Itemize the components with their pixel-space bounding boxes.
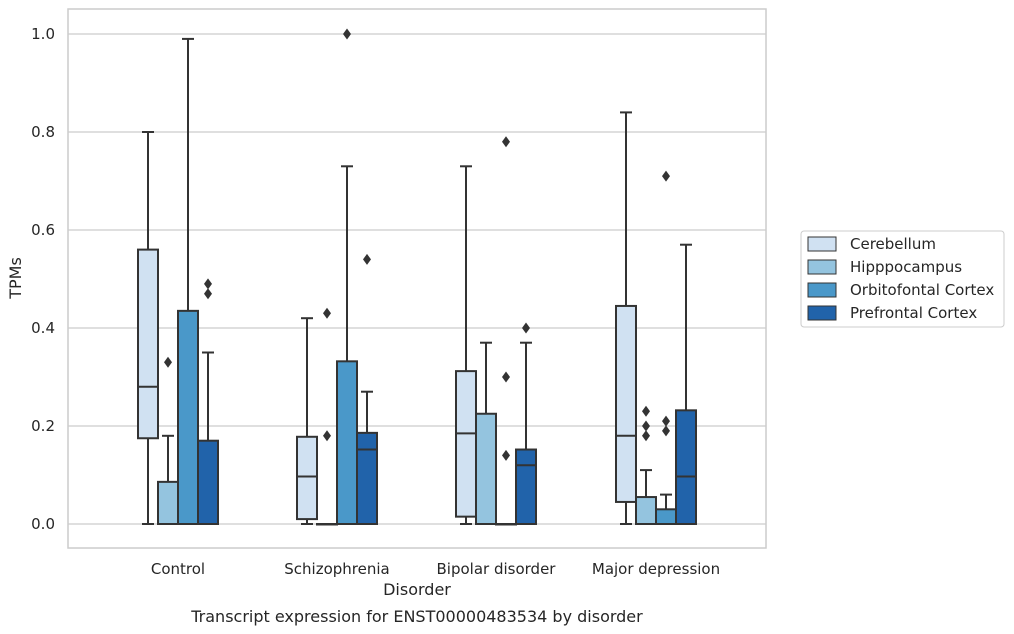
outlier-point bbox=[642, 420, 650, 432]
legend-label: Hipppocampus bbox=[850, 258, 962, 276]
box-iqr bbox=[336, 360, 358, 525]
y-axis-label: TPMs bbox=[6, 257, 25, 300]
box-iqr bbox=[455, 370, 477, 518]
box-group bbox=[675, 243, 697, 526]
outlier-point bbox=[343, 28, 351, 40]
x-tick-labels: Control Schizophrenia Bipolar disorder Majo… bbox=[151, 560, 720, 578]
outlier-point bbox=[204, 278, 212, 290]
outlier-point bbox=[662, 415, 670, 427]
box-group bbox=[356, 253, 378, 525]
y-tick-label: 1.0 bbox=[31, 25, 55, 43]
box-group bbox=[197, 278, 219, 526]
box-iqr bbox=[197, 439, 219, 526]
outlier-point bbox=[502, 136, 510, 148]
box-iqr bbox=[675, 409, 697, 526]
box-group bbox=[475, 341, 497, 525]
y-tick-label: 0.8 bbox=[31, 123, 55, 141]
box-iqr bbox=[356, 431, 378, 525]
outlier-point bbox=[502, 371, 510, 383]
outlier-point bbox=[522, 322, 530, 334]
x-tick-label: Schizophrenia bbox=[284, 560, 389, 578]
legend-swatch bbox=[807, 305, 837, 321]
legend-label: Cerebellum bbox=[850, 235, 936, 253]
box-group bbox=[157, 356, 179, 525]
box-iqr bbox=[157, 480, 179, 525]
box-group bbox=[655, 170, 677, 525]
box-group bbox=[455, 165, 477, 525]
outlier-point bbox=[204, 288, 212, 300]
box-iqr bbox=[515, 448, 537, 525]
x-axis-label: Disorder bbox=[383, 580, 451, 599]
box-group bbox=[316, 307, 338, 526]
box-marks bbox=[137, 28, 697, 526]
box-iqr bbox=[137, 248, 159, 440]
legend-swatch bbox=[807, 236, 837, 252]
outlier-point bbox=[642, 430, 650, 442]
grid-lines bbox=[68, 33, 766, 525]
legend-frame bbox=[800, 230, 1005, 328]
legend-swatch bbox=[807, 282, 837, 298]
legend-swatch bbox=[807, 259, 837, 275]
y-tick-labels: 0.0 0.2 0.4 0.6 0.8 1.0 bbox=[31, 25, 55, 533]
box-iqr bbox=[296, 435, 318, 521]
box-group bbox=[336, 28, 358, 525]
outlier-point bbox=[642, 405, 650, 417]
outlier-point bbox=[662, 170, 670, 182]
box-group bbox=[137, 131, 159, 525]
legend: Cerebellum Hipppocampus Orbitofontal Corte… bbox=[800, 230, 1005, 328]
outlier-point bbox=[662, 425, 670, 437]
box-group bbox=[296, 317, 318, 525]
outlier-point bbox=[164, 356, 172, 368]
box-iqr bbox=[655, 508, 677, 525]
y-tick-label: 0.0 bbox=[31, 515, 55, 533]
outlier-point bbox=[323, 430, 331, 442]
box-iqr bbox=[475, 412, 497, 525]
plot-frame bbox=[67, 8, 767, 549]
y-tick-label: 0.4 bbox=[31, 319, 55, 337]
y-tick-label: 0.2 bbox=[31, 417, 55, 435]
x-tick-label: Major depression bbox=[592, 560, 720, 578]
x-tick-label: Bipolar disorder bbox=[437, 560, 557, 578]
box-group bbox=[177, 37, 199, 525]
box-iqr bbox=[635, 496, 657, 525]
outlier-point bbox=[363, 253, 371, 265]
y-tick-label: 0.6 bbox=[31, 221, 55, 239]
box-iqr bbox=[177, 309, 199, 525]
outlier-point bbox=[323, 307, 331, 319]
x-tick-label: Control bbox=[151, 560, 205, 578]
box-iqr bbox=[615, 304, 637, 503]
box-group bbox=[615, 111, 637, 525]
outlier-point bbox=[502, 449, 510, 461]
legend-label: Prefrontal Cortex bbox=[850, 304, 977, 322]
box-group bbox=[515, 322, 537, 525]
box-group bbox=[495, 136, 517, 526]
legend-label: Orbitofontal Cortex bbox=[850, 281, 994, 299]
box-group bbox=[635, 405, 657, 525]
chart-caption: Transcript expression for ENST0000048353… bbox=[190, 607, 643, 626]
